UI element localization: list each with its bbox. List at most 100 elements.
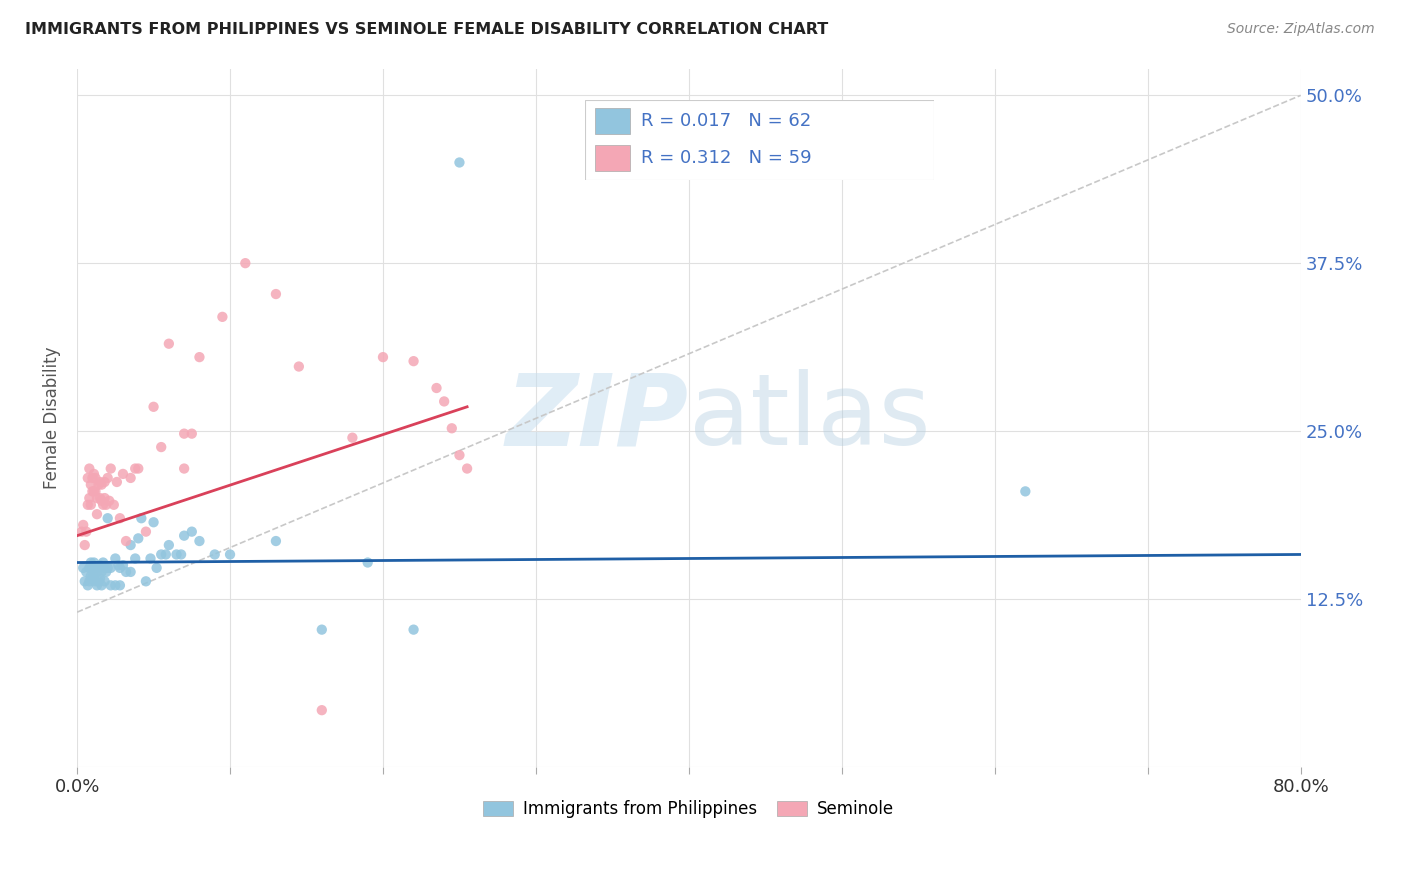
Point [89,491,111,505]
Point [79,561,101,575]
Point [93,475,115,489]
Point [107,558,129,573]
Point [233,256,256,270]
Point [142,515,165,529]
Point [120,565,142,579]
Point [90,565,112,579]
Point [97,471,120,485]
Point [80,498,103,512]
Point [79,574,101,589]
Point [75,565,97,579]
Text: Source: ZipAtlas.com: Source: ZipAtlas.com [1227,22,1375,37]
Point [90,493,112,508]
Point [108,578,131,592]
Point [100,578,122,592]
Point [142,400,165,414]
Point [82,561,104,575]
Point [145,561,167,575]
Point [204,548,226,562]
Point [70,524,93,539]
Point [90,477,112,491]
Point [90,578,112,592]
Point [449,448,471,462]
Point [166,548,188,562]
Point [100,561,122,575]
Point [120,538,142,552]
Point [89,572,111,586]
Point [98,493,121,508]
Text: IMMIGRANTS FROM PHILIPPINES VS SEMINOLE FEMALE DISABILITY CORRELATION CHART: IMMIGRANTS FROM PHILIPPINES VS SEMINOLE … [25,22,828,37]
Point [91,498,114,512]
Point [111,467,134,481]
Point [211,310,233,324]
Point [120,471,142,485]
Text: atlas: atlas [689,369,931,466]
Point [91,556,114,570]
Point [83,484,105,499]
Point [86,491,108,505]
Point [82,572,104,586]
Point [97,561,120,575]
Point [157,336,180,351]
Point [84,471,107,485]
Point [76,578,98,592]
Point [124,461,146,475]
Point [97,511,120,525]
Point [180,426,202,441]
Point [139,551,162,566]
Point [127,461,149,475]
Point [87,561,110,575]
Point [108,511,131,525]
Point [264,287,287,301]
Point [115,565,138,579]
Point [103,498,125,512]
Point [80,569,103,583]
Point [93,561,115,575]
Point [80,477,103,491]
Point [84,561,107,575]
Point [75,524,97,539]
Point [115,534,138,549]
Point [86,578,108,592]
Point [79,491,101,505]
Point [80,556,103,570]
Point [104,551,127,566]
Point [84,574,107,589]
Point [1014,484,1036,499]
Point [311,623,333,637]
Point [264,534,287,549]
Point [86,565,108,579]
Point [150,548,173,562]
Point [100,461,122,475]
Legend: Immigrants from Philippines, Seminole: Immigrants from Philippines, Seminole [477,793,901,824]
Point [188,350,211,364]
Point [124,551,146,566]
Point [150,440,173,454]
Point [89,558,111,573]
Point [83,467,105,481]
Point [440,421,463,435]
Point [83,569,105,583]
Point [131,511,153,525]
Point [104,578,127,592]
Point [94,498,117,512]
Y-axis label: Female Disability: Female Disability [44,346,60,489]
Text: ZIP: ZIP [506,369,689,466]
Point [87,574,110,589]
Point [357,556,380,570]
Point [342,431,364,445]
Point [135,574,157,589]
Point [311,703,333,717]
Point [82,484,104,499]
Point [425,381,447,395]
Point [127,532,149,546]
Point [157,538,180,552]
Point [105,475,128,489]
Point [180,524,202,539]
Point [79,461,101,475]
Point [93,491,115,505]
Point [94,565,117,579]
Point [219,548,242,562]
Point [170,548,193,562]
Point [173,529,195,543]
